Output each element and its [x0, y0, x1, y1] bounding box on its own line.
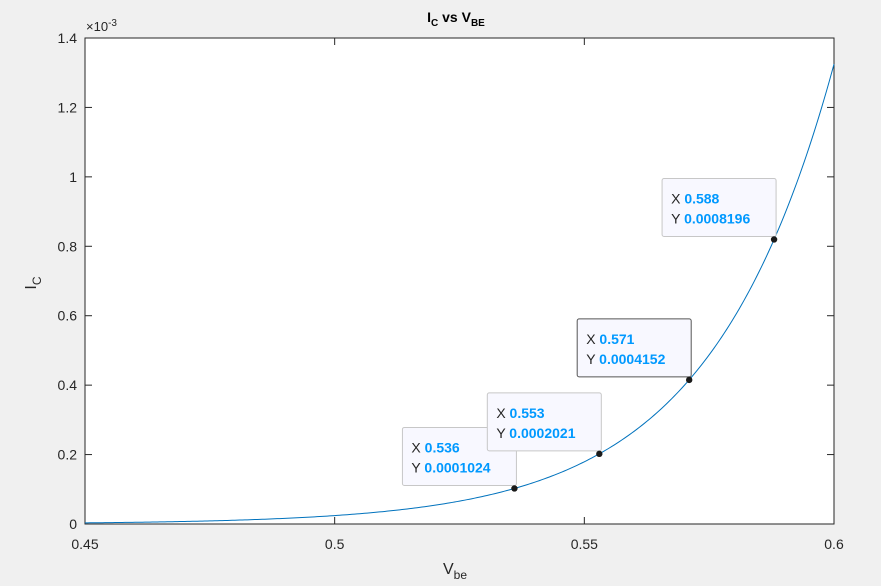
datatip-y-label: Y: [411, 459, 424, 475]
y-axis-label: IC: [23, 276, 44, 289]
y-axis-label-main: I: [23, 285, 40, 289]
datatip-y-label: Y: [496, 425, 509, 441]
chart-title-sub-be: BE: [471, 18, 485, 29]
y-exponent-power: -3: [108, 18, 117, 29]
datatip-x-row: X 0.588: [671, 190, 719, 206]
datatip-box: [576, 318, 692, 378]
datatip-x-value: 0.536: [425, 439, 460, 455]
y-tick-label: 0.2: [58, 447, 78, 463]
datatip-x-value: 0.553: [510, 405, 545, 421]
y-axis-label-sub: C: [30, 276, 44, 285]
x-tick-label: 0.55: [571, 536, 598, 552]
y-tick-label: 0: [69, 516, 77, 532]
x-axis-label-main: V: [443, 561, 454, 578]
datatip-x-label: X: [496, 405, 509, 421]
datatip-y-value: 0.0001024: [424, 459, 490, 475]
datatip-x-value: 0.571: [599, 331, 634, 347]
datatip-x-label: X: [586, 331, 599, 347]
datatip-x-row: X 0.571: [586, 331, 634, 347]
datatip-y-label: Y: [671, 210, 684, 226]
datatip-y-row: Y 0.0008196: [671, 210, 750, 226]
chart-title-i: I: [427, 9, 431, 25]
datatip-x-row: X 0.553: [496, 405, 544, 421]
y-exponent-base: ×10: [86, 19, 108, 34]
y-tick-label: 0.8: [58, 238, 78, 254]
datatip-y-value: 0.0004152: [599, 351, 665, 367]
datatip-y-row: Y 0.0001024: [411, 459, 490, 475]
ic-vbe-curve: [84, 64, 835, 524]
datatip-marker[interactable]: [685, 376, 693, 384]
datatip-box: [661, 177, 777, 237]
datatip-y-value: 0.0002021: [509, 425, 575, 441]
chart-title-vs-v: vs V: [438, 9, 471, 25]
y-tick-label: 0.4: [58, 377, 78, 393]
datatip-x-label: X: [411, 439, 424, 455]
y-tick-label: 1: [69, 169, 77, 185]
datatip-marker[interactable]: [596, 450, 603, 458]
datatip-x-row: X 0.536: [411, 439, 459, 455]
x-tick-label: 0.45: [71, 536, 98, 552]
y-tick-label: 1.4: [58, 30, 78, 46]
y-tick-label: 0.6: [58, 308, 78, 324]
datatip-x-label: X: [671, 190, 684, 206]
x-axis: 0.45 0.5 0.55 0.6: [71, 38, 844, 552]
x-tick-label: 0.5: [325, 536, 345, 552]
y-exponent-label: ×10-3: [86, 18, 117, 34]
datatip-marker[interactable]: [511, 485, 518, 492]
x-axis-label-sub: be: [454, 568, 468, 582]
datatip-box: [486, 392, 602, 452]
datatip-y-value: 0.0008196: [684, 210, 750, 226]
datatip-y-row: Y 0.0002021: [496, 425, 575, 441]
x-axis-label: Vbe: [443, 561, 467, 582]
x-tick-label: 0.6: [824, 536, 844, 552]
datatip-y-row: Y 0.0004152: [586, 351, 665, 367]
datatip-marker[interactable]: [770, 236, 778, 243]
y-axis: 0 0.2 0.4 0.6 0.8 1 1.2 1.4: [58, 30, 834, 532]
y-tick-label: 1.2: [58, 99, 78, 115]
datatip-x-value: 0.588: [684, 190, 719, 206]
chart-title: IC vs VBE: [427, 9, 485, 29]
chart-title-sub-c: C: [431, 18, 438, 29]
datatip-y-label: Y: [586, 351, 599, 367]
